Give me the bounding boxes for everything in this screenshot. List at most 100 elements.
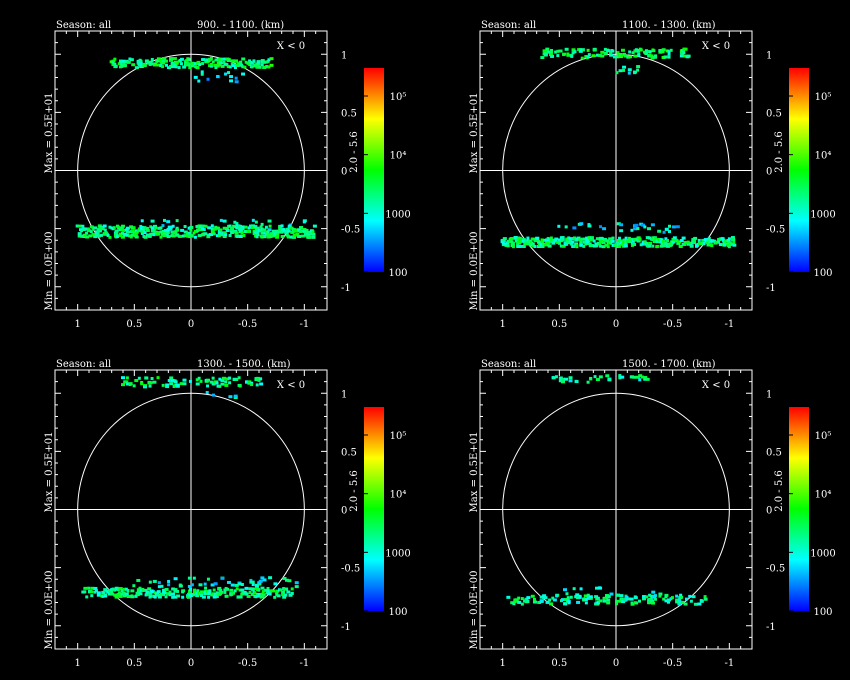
data-point	[550, 50, 554, 54]
data-point	[218, 377, 222, 381]
data-point	[501, 241, 505, 245]
data-point	[579, 241, 583, 245]
data-point	[618, 55, 623, 59]
data-point	[565, 237, 570, 241]
data-point	[224, 227, 229, 231]
season-label: Season: all	[481, 20, 536, 31]
data-point	[604, 595, 608, 599]
data-point	[623, 244, 628, 248]
data-point	[174, 65, 178, 69]
data-point	[121, 59, 126, 63]
data-point	[132, 226, 136, 230]
data-point	[193, 229, 198, 233]
data-point	[667, 55, 671, 59]
data-point	[638, 378, 642, 382]
data-point	[107, 589, 111, 593]
data-point	[206, 235, 211, 239]
data-point	[235, 377, 239, 381]
data-point	[83, 233, 87, 237]
data-point	[570, 54, 574, 58]
data-point	[581, 48, 585, 52]
data-point	[658, 594, 662, 598]
data-point	[594, 595, 599, 599]
data-point	[101, 591, 106, 595]
data-point	[234, 76, 238, 80]
data-point	[173, 595, 178, 599]
data-point	[159, 226, 163, 230]
data-point	[543, 50, 548, 54]
data-point	[129, 58, 134, 62]
data-point	[258, 579, 263, 583]
data-point	[641, 595, 646, 599]
data-point	[549, 602, 554, 606]
data-point	[249, 61, 254, 65]
data-point	[157, 585, 161, 589]
data-point	[230, 592, 234, 596]
data-point	[596, 601, 600, 605]
data-point	[77, 224, 82, 228]
data-point	[575, 244, 579, 248]
data-point	[223, 62, 228, 66]
data-point	[228, 381, 232, 385]
data-point	[216, 74, 220, 78]
data-point	[243, 65, 247, 69]
data-point	[603, 47, 607, 51]
data-point	[267, 65, 271, 69]
data-point	[94, 230, 98, 234]
data-point	[254, 583, 259, 587]
data-point	[160, 584, 164, 588]
data-point	[250, 65, 254, 69]
data-point	[227, 71, 231, 75]
data-point	[568, 379, 573, 383]
data-point	[247, 230, 251, 234]
data-point	[606, 598, 611, 602]
data-point	[556, 54, 560, 58]
data-point	[213, 582, 218, 586]
data-point	[206, 384, 210, 388]
data-point	[664, 593, 669, 597]
data-point	[212, 227, 217, 231]
data-point	[171, 224, 175, 228]
data-point	[209, 56, 213, 60]
data-point	[720, 237, 724, 241]
data-point	[308, 235, 312, 239]
data-point	[634, 49, 638, 53]
data-point	[118, 594, 123, 598]
data-point	[162, 218, 166, 222]
data-point	[266, 230, 270, 234]
data-point	[542, 594, 547, 598]
data-point	[256, 64, 260, 68]
data-point	[209, 380, 214, 384]
data-point	[506, 595, 511, 599]
data-point	[251, 583, 255, 587]
data-point	[587, 236, 591, 240]
data-point	[119, 228, 123, 232]
data-point	[156, 593, 161, 597]
data-point	[648, 601, 653, 605]
data-point	[180, 228, 185, 232]
data-point	[526, 236, 530, 240]
data-point	[595, 601, 599, 605]
data-point	[88, 590, 92, 594]
data-point	[120, 589, 124, 593]
data-point	[207, 233, 211, 237]
data-point	[150, 57, 154, 61]
data-point	[624, 236, 628, 240]
data-point	[225, 63, 229, 67]
data-point	[192, 231, 196, 235]
colorbar-tick-label: 10⁴	[390, 490, 407, 501]
data-point	[571, 240, 575, 244]
data-point	[571, 48, 576, 52]
data-point	[114, 230, 118, 234]
data-point	[619, 240, 623, 244]
data-point	[189, 228, 193, 232]
data-point	[730, 236, 735, 240]
data-point	[212, 595, 217, 599]
data-point	[648, 54, 652, 58]
data-point	[263, 65, 267, 69]
data-point	[224, 383, 229, 387]
data-point	[659, 240, 664, 244]
data-point	[501, 243, 505, 247]
data-point	[551, 376, 555, 380]
data-point	[287, 224, 291, 228]
